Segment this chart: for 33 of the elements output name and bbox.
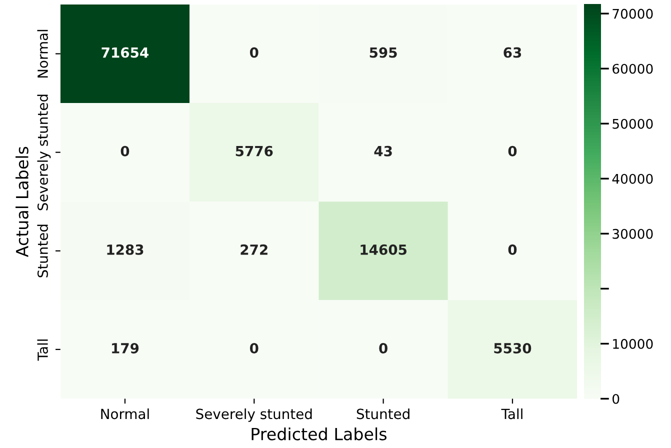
y-axis-title: Actual Labels [16, 146, 28, 258]
color-bar-label: 10000 [613, 338, 653, 349]
data-label: 0 [250, 47, 258, 58]
data-label: 179 [112, 342, 139, 354]
color-bar-label: 70000 [612, 8, 653, 19]
y-tick-label: Normal [37, 30, 48, 78]
data-label: 0 [379, 342, 388, 354]
y-tick-label: Tall [37, 340, 48, 361]
color-bar-label: 30000 [612, 228, 653, 239]
data-label: 14605 [360, 244, 406, 255]
x-tick-label: Normal [101, 408, 149, 420]
x-axis-title: Predicted Labels [252, 427, 386, 440]
x-tick-label: Stunted [356, 408, 410, 420]
y-tick-label: Stunted [37, 224, 48, 278]
data-label: 5776 [236, 146, 273, 156]
data-label: 0 [508, 244, 517, 255]
data-label: 71654 [102, 47, 148, 58]
data-label: 0 [250, 342, 258, 354]
color-bar-label: 50000 [612, 118, 653, 129]
data-label: 63 [504, 47, 522, 58]
color-bar-label: 0 [612, 394, 620, 404]
data-label: 0 [120, 146, 130, 156]
data-label: 272 [240, 244, 268, 255]
x-tick-label: Severely stunted [196, 408, 312, 422]
data-label: 1283 [107, 244, 144, 255]
color-bar-label: 40000 [612, 174, 653, 184]
data-label: 5530 [494, 342, 532, 354]
data-label: 0 [508, 146, 517, 156]
data-label: 595 [370, 47, 397, 58]
color-bar-label: 60000 [612, 64, 653, 74]
data-label: 43 [374, 146, 392, 156]
y-tick-label: Severely stunted [37, 94, 51, 210]
x-tick-label: Tall [501, 408, 522, 420]
